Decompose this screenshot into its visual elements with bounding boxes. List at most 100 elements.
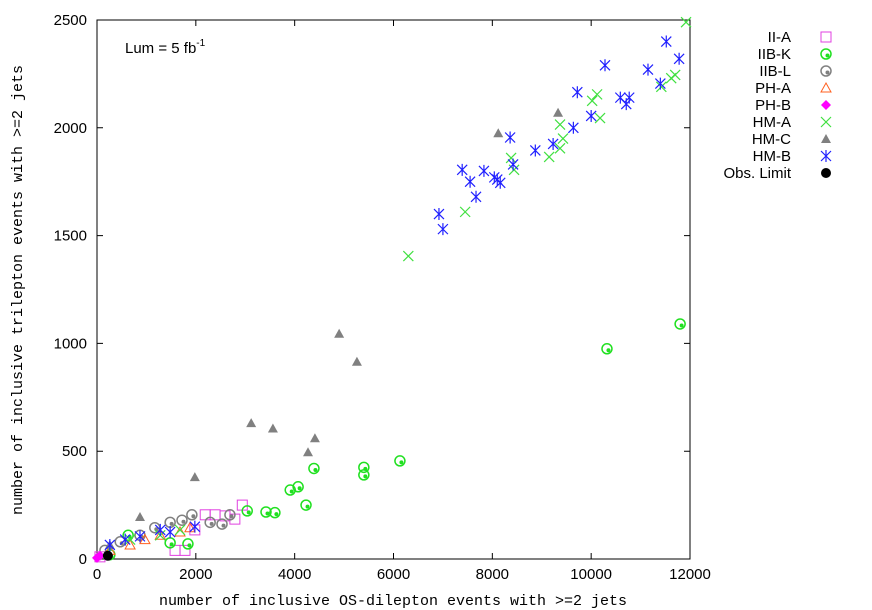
marker-shape [674,318,686,330]
marker-dot [289,489,294,494]
marker-shape [669,69,681,81]
point [493,128,504,138]
legend-marker [821,100,831,110]
marker-shape [241,505,253,517]
marker-shape [124,538,136,550]
marker-shape [334,328,345,338]
marker-shape [543,151,555,163]
marker-shape [308,462,320,475]
annotation: Lum = 5 fb-1 [125,38,206,57]
marker-shape [553,107,564,117]
point [164,526,176,539]
point [591,88,603,100]
marker-shape [591,88,603,100]
x-tick-label: 10000 [570,566,612,583]
legend-marker [820,65,832,77]
marker-shape [358,461,370,474]
marker-dot [246,510,251,515]
marker-shape [303,447,314,457]
marker-shape [267,423,278,433]
marker-dot [825,53,830,58]
marker-shape [571,86,583,99]
marker-dot [313,467,318,472]
point [269,506,281,519]
marker-dot [181,519,186,524]
point [599,59,611,72]
marker-dot [305,504,310,509]
marker-shape [493,128,504,138]
x-tick-label: 4000 [278,566,311,583]
legend-marker [820,31,832,43]
marker-dot [169,542,174,547]
point [94,550,105,561]
point [224,509,236,521]
marker-shape [820,48,832,60]
marker-shape [820,150,832,162]
marker-dot [297,486,302,491]
point [124,534,136,546]
y-tick-label: 1500 [54,228,87,245]
y-tick-label: 2500 [54,12,87,29]
point [437,223,449,236]
x-tick-label: 6000 [377,566,410,583]
marker-shape [300,499,312,511]
marker-shape [182,538,194,550]
point [547,137,559,150]
point [543,151,555,163]
marker-shape [601,343,613,355]
marker-shape [179,544,191,556]
point [456,163,468,176]
marker-shape [456,163,468,176]
marker-shape [176,514,188,526]
marker-shape [494,176,506,189]
marker-dot [399,460,404,465]
marker-shape [655,81,667,93]
legend-marker [820,81,832,93]
point [174,526,186,537]
point [557,133,569,145]
legend-label: PH-B [755,97,791,114]
marker-dot [187,543,192,548]
point [623,91,635,104]
marker-dot [191,514,196,519]
point [300,499,312,511]
legend-label: HM-C [752,131,791,148]
point [464,175,476,188]
point [680,16,692,28]
marker-shape [464,175,476,188]
point [642,63,654,76]
marker-shape [134,530,146,543]
marker-shape [594,112,606,124]
point [594,112,606,124]
marker-shape [309,433,320,443]
annotation-sup: -1 [196,38,205,49]
point [571,86,583,99]
point [654,77,666,90]
marker-dot [363,474,368,479]
marker-shape [820,31,832,43]
marker-shape [224,509,236,521]
x-tick-label: 8000 [476,566,509,583]
legend-label: HM-A [753,114,791,131]
marker-shape [284,484,296,496]
marker-shape [557,133,569,145]
legend-label: II-A [768,29,791,46]
marker-shape [820,116,832,128]
marker-shape [216,518,228,530]
point [154,523,166,536]
point [216,518,228,530]
point [351,356,362,366]
point [669,69,681,81]
marker-shape [821,168,831,178]
legend-label: HM-B [753,148,791,165]
point [529,144,541,157]
marker-shape [184,521,196,533]
point [674,318,686,330]
y-axis-label: number of inclusive trilepton events wit… [10,65,27,515]
marker-shape [554,142,566,154]
point [102,550,113,561]
marker-shape [124,534,136,546]
point [124,538,136,550]
marker-dot [209,521,214,526]
marker-shape [507,158,519,171]
